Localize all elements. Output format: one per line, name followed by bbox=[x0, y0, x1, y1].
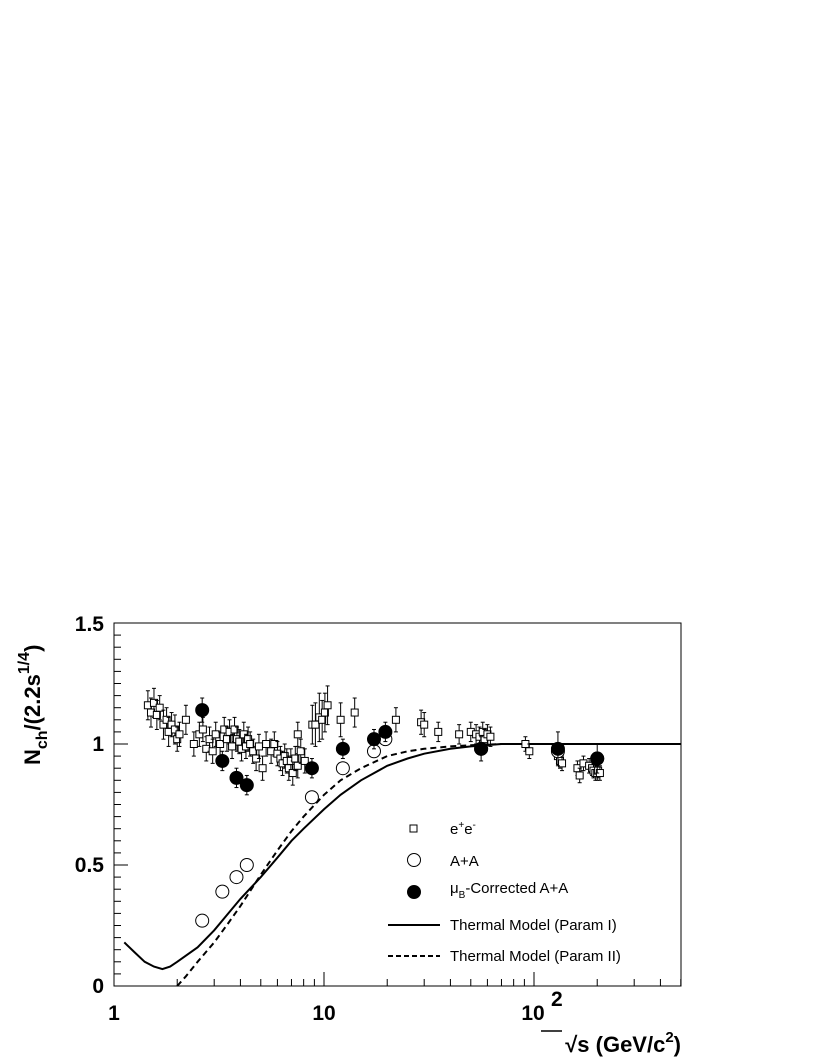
mub-corrected-data-point bbox=[304, 761, 319, 776]
ee-data-point bbox=[155, 703, 164, 712]
ee-data-point bbox=[246, 740, 255, 748]
y-tick-label: 0.5 bbox=[75, 854, 105, 877]
x-tick-label: 1 bbox=[108, 1002, 120, 1025]
legend-symbol-open-square bbox=[409, 824, 418, 833]
y-tick-label: 1.5 bbox=[75, 613, 105, 636]
aa-data-point bbox=[215, 884, 230, 899]
legend-entry-thermal-param-2: Thermal Model (Param II) bbox=[450, 948, 621, 965]
x-tick-label: 10 bbox=[312, 1002, 335, 1025]
axis-ticks bbox=[113, 622, 682, 987]
ee-data-point bbox=[391, 715, 400, 724]
mub-corrected-data-point bbox=[215, 753, 230, 768]
ee-data-point bbox=[189, 740, 198, 748]
thermal-model-param-2-line bbox=[176, 743, 681, 987]
legend-symbol-open-circle bbox=[407, 853, 421, 867]
y-tick-label: 0 bbox=[92, 975, 104, 998]
aa-data-point bbox=[335, 761, 350, 776]
ee-data-point bbox=[293, 730, 302, 739]
mub-corrected-data-point bbox=[239, 778, 254, 793]
ee-data-point bbox=[175, 730, 184, 739]
mub-corrected-data-point bbox=[378, 724, 393, 739]
ee-data-point bbox=[311, 720, 320, 729]
ee-data-point bbox=[288, 769, 297, 778]
ee-data-point bbox=[350, 708, 359, 717]
y-tick-label: 1 bbox=[92, 733, 104, 756]
ee-data-point bbox=[323, 701, 332, 710]
aa-data-point bbox=[229, 870, 244, 885]
aa-data-point bbox=[239, 858, 254, 872]
ee-data-point bbox=[228, 742, 237, 751]
mub-corrected-data-point bbox=[590, 751, 605, 766]
ee-data-point bbox=[262, 740, 271, 748]
aa-data-point bbox=[304, 790, 319, 805]
mub-corrected-data-point bbox=[195, 703, 210, 718]
mub-corrected-data-point bbox=[366, 732, 381, 747]
legend-entry-aa: A+A bbox=[450, 853, 479, 870]
ee-data-point bbox=[293, 761, 302, 770]
ee-data-point bbox=[296, 747, 305, 756]
ee-data-point bbox=[300, 756, 309, 765]
ee-data-point bbox=[525, 747, 534, 756]
legend-entry-ee: e+e- bbox=[450, 820, 476, 838]
ee-data-point bbox=[149, 698, 158, 707]
legend-entry-mub-corrected: μB-Corrected A+A bbox=[450, 880, 568, 901]
x-tick-label: 10 bbox=[521, 1002, 544, 1025]
ee-data-point bbox=[216, 740, 225, 748]
mub-corrected-data-point bbox=[550, 741, 565, 756]
ee-data-point bbox=[420, 720, 429, 729]
ee-data-point bbox=[336, 715, 345, 724]
legend-entry-thermal-param-1: Thermal Model (Param I) bbox=[450, 917, 617, 934]
thermal-model-param-1-line bbox=[123, 743, 681, 971]
ee-data-point bbox=[575, 771, 584, 780]
ee-data-point bbox=[181, 715, 190, 724]
ee-data-point bbox=[170, 725, 179, 734]
ee-data-point bbox=[208, 747, 217, 756]
ee-data-point bbox=[434, 727, 443, 736]
aa-data-point bbox=[195, 913, 210, 928]
legend-symbol-filled-circle bbox=[407, 885, 421, 899]
mub-corrected-data-point bbox=[335, 741, 350, 756]
x-tick-label-exponent: 2 bbox=[551, 988, 563, 1011]
ee-data-point bbox=[254, 742, 263, 751]
legend: e+e- A+A μB-Corrected A+A Thermal Model … bbox=[388, 820, 621, 965]
plot-marks bbox=[123, 685, 681, 987]
mub-corrected-data-point bbox=[229, 770, 244, 785]
ee-data-point bbox=[455, 730, 464, 739]
ee-data-point bbox=[211, 730, 220, 739]
ee-data-point bbox=[162, 715, 171, 724]
ee-data-point bbox=[198, 725, 207, 734]
ee-data-point bbox=[258, 764, 267, 773]
y-axis-label: Nch/(2.2s1/4) bbox=[16, 645, 51, 765]
mub-corrected-data-point bbox=[474, 741, 489, 756]
x-axis-label: √s (GeV/c2) bbox=[565, 1029, 681, 1057]
ee-data-point bbox=[558, 759, 567, 768]
ee-data-point bbox=[486, 732, 495, 741]
